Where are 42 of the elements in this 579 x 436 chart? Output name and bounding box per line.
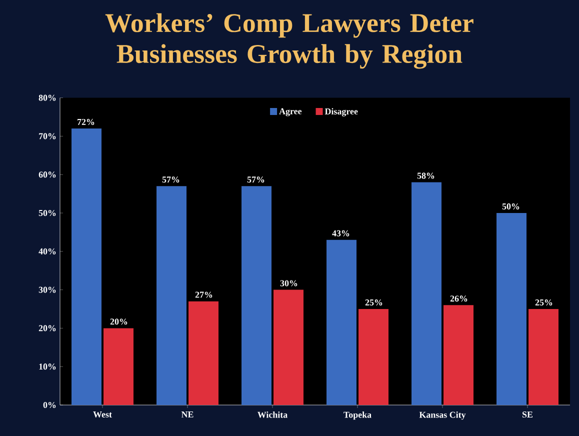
bar bbox=[156, 186, 187, 405]
text: 72% bbox=[78, 118, 94, 126]
text: 57% bbox=[162, 176, 180, 183]
x-tick-label: NE bbox=[181, 412, 194, 418]
legend-label: Agree bbox=[279, 108, 302, 116]
text: 20% bbox=[110, 318, 128, 325]
x-tick-label: SE bbox=[522, 412, 533, 418]
text: 26% bbox=[450, 296, 468, 302]
y-tick-label: 50% bbox=[38, 210, 56, 216]
bar bbox=[72, 128, 102, 405]
x-tick-label: Wichita bbox=[258, 412, 288, 418]
bar bbox=[188, 301, 218, 405]
bar bbox=[103, 328, 134, 405]
x-tick-label: West bbox=[93, 412, 112, 418]
bar bbox=[358, 309, 388, 405]
legend-label: Disagree bbox=[324, 108, 358, 116]
y-tick-label: 60% bbox=[38, 172, 56, 178]
text: 57% bbox=[247, 176, 264, 183]
bar bbox=[326, 240, 357, 405]
y-tick-label: 40% bbox=[38, 248, 56, 254]
bar bbox=[242, 186, 272, 405]
bar bbox=[412, 182, 442, 405]
y-tick-label: 80% bbox=[38, 94, 56, 101]
chart-title: Workers’ Comp Lawyers Deter Businesses Growth by Region bbox=[105, 13, 474, 69]
text: 27% bbox=[195, 292, 212, 298]
y-tick-label: 30% bbox=[38, 286, 56, 293]
bar bbox=[273, 290, 304, 405]
y-tick-label: 10% bbox=[39, 364, 56, 370]
text: 30% bbox=[280, 280, 298, 286]
text: 50% bbox=[502, 203, 520, 210]
y-tick-label: 20% bbox=[38, 325, 56, 332]
text: 43% bbox=[332, 230, 350, 236]
y-tick-label: 70% bbox=[39, 133, 56, 140]
y-tick-label: 0% bbox=[43, 402, 56, 408]
bar bbox=[443, 305, 474, 405]
text: 25% bbox=[535, 299, 552, 306]
text: 25% bbox=[365, 299, 382, 306]
x-tick-label: Topeka bbox=[344, 412, 372, 420]
bar bbox=[496, 213, 527, 405]
text: 58% bbox=[417, 172, 434, 179]
bar bbox=[528, 309, 558, 405]
x-tick-label: Kansas City bbox=[419, 412, 466, 420]
